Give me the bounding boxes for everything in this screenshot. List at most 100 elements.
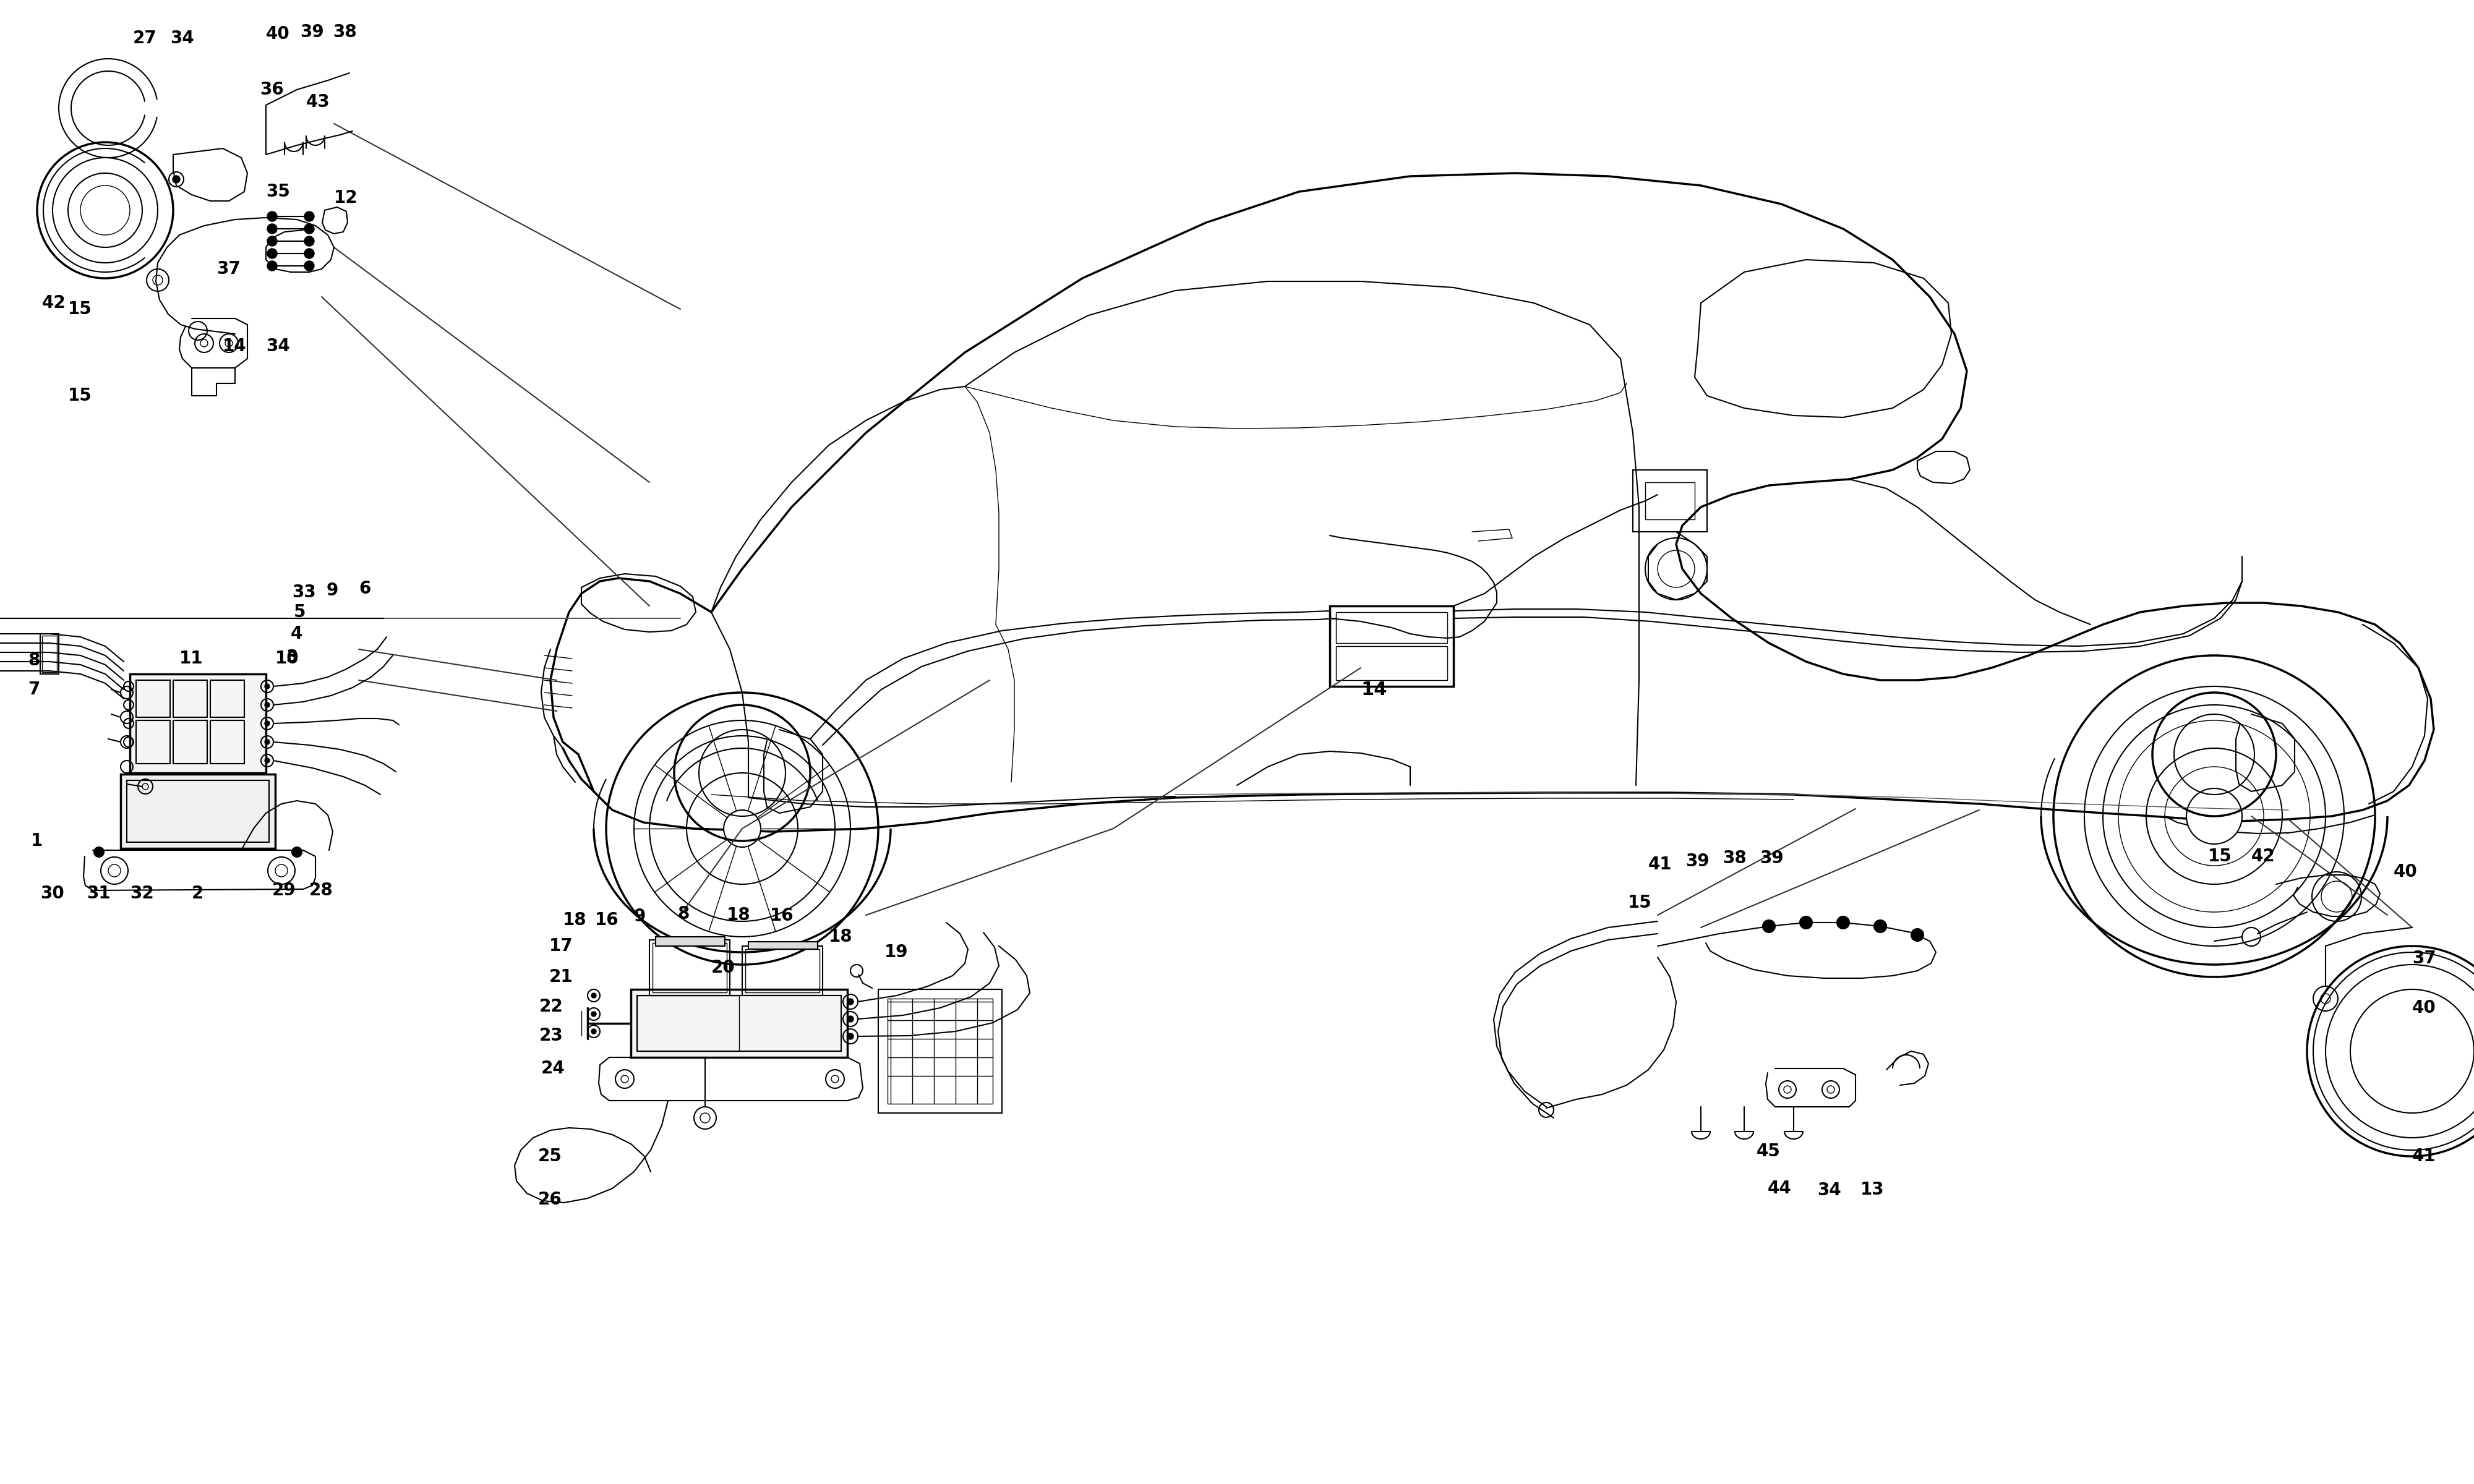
Circle shape — [265, 758, 270, 763]
Bar — [1336, 611, 1447, 643]
Text: 15: 15 — [69, 387, 92, 404]
Circle shape — [267, 211, 277, 221]
Text: 30: 30 — [40, 884, 64, 902]
Text: 43: 43 — [307, 93, 329, 111]
Text: 34: 34 — [1816, 1181, 1841, 1199]
Bar — [40, 634, 59, 674]
Circle shape — [722, 810, 762, 847]
Bar — [129, 674, 267, 773]
Text: 11: 11 — [178, 650, 203, 668]
Bar — [638, 996, 841, 1051]
Text: 39: 39 — [1759, 849, 1784, 867]
Circle shape — [292, 847, 302, 856]
Bar — [42, 635, 57, 672]
Text: 34: 34 — [267, 337, 289, 355]
Text: 34: 34 — [171, 30, 193, 47]
Bar — [653, 942, 727, 993]
Circle shape — [267, 261, 277, 270]
Text: 5: 5 — [294, 604, 307, 620]
Text: 18: 18 — [564, 911, 586, 929]
Text: 9: 9 — [327, 582, 339, 600]
Text: 40: 40 — [2395, 864, 2417, 880]
Text: 29: 29 — [272, 881, 297, 899]
Text: 26: 26 — [539, 1190, 562, 1208]
Text: 15: 15 — [1628, 893, 1653, 911]
Text: 44: 44 — [1766, 1180, 1791, 1198]
Text: 22: 22 — [539, 997, 564, 1015]
Text: 42: 42 — [2251, 847, 2276, 865]
Text: 37: 37 — [218, 260, 240, 278]
Bar — [173, 720, 208, 764]
Circle shape — [1910, 929, 1925, 941]
Bar — [878, 990, 1002, 1113]
Text: 18: 18 — [829, 927, 854, 945]
Text: 9: 9 — [633, 908, 646, 925]
Bar — [648, 939, 730, 996]
Bar — [136, 680, 171, 717]
Text: 23: 23 — [539, 1027, 564, 1045]
Text: 12: 12 — [334, 188, 359, 206]
Text: 39: 39 — [299, 24, 324, 40]
Text: 41: 41 — [1648, 856, 1672, 873]
Text: 3: 3 — [287, 649, 297, 666]
Circle shape — [591, 993, 596, 997]
Circle shape — [265, 739, 270, 745]
Circle shape — [846, 1017, 854, 1022]
Text: 45: 45 — [1757, 1143, 1781, 1160]
Text: 38: 38 — [332, 24, 356, 40]
Circle shape — [304, 211, 314, 221]
Text: 1: 1 — [30, 833, 42, 849]
Text: 14: 14 — [1361, 681, 1388, 699]
Circle shape — [304, 236, 314, 246]
Circle shape — [591, 1028, 596, 1034]
Text: 10: 10 — [275, 650, 299, 668]
Circle shape — [2187, 788, 2241, 844]
Text: 2: 2 — [193, 884, 203, 902]
Bar — [656, 936, 725, 947]
Bar — [210, 720, 245, 764]
Circle shape — [304, 248, 314, 258]
Circle shape — [267, 248, 277, 258]
Circle shape — [304, 224, 314, 233]
Text: 19: 19 — [886, 944, 908, 962]
Bar — [638, 996, 740, 1051]
Text: 14: 14 — [223, 337, 247, 355]
Text: 31: 31 — [87, 884, 111, 902]
Bar — [631, 990, 846, 1057]
Text: 37: 37 — [2412, 950, 2437, 968]
Text: 41: 41 — [2412, 1147, 2437, 1165]
Circle shape — [267, 224, 277, 233]
Circle shape — [846, 1033, 854, 1039]
Circle shape — [94, 847, 104, 856]
Text: 13: 13 — [1860, 1181, 1885, 1199]
Text: 27: 27 — [134, 30, 156, 47]
Text: 32: 32 — [129, 884, 153, 902]
Bar — [1633, 470, 1707, 531]
Circle shape — [304, 261, 314, 270]
Bar — [1336, 646, 1447, 680]
Bar — [742, 947, 821, 996]
Circle shape — [591, 1012, 596, 1017]
Circle shape — [846, 999, 854, 1005]
Bar — [747, 942, 816, 950]
Bar — [121, 775, 275, 849]
Bar — [126, 781, 270, 841]
Text: 20: 20 — [713, 959, 735, 976]
Circle shape — [265, 721, 270, 726]
Text: 4: 4 — [292, 625, 302, 643]
Text: 7: 7 — [27, 681, 40, 697]
Circle shape — [265, 702, 270, 708]
Bar — [745, 950, 819, 993]
Text: 38: 38 — [1722, 849, 1747, 867]
Text: 28: 28 — [309, 881, 334, 899]
Circle shape — [173, 175, 181, 183]
Text: 25: 25 — [539, 1147, 562, 1165]
Text: 16: 16 — [769, 907, 794, 925]
Circle shape — [267, 236, 277, 246]
Text: 15: 15 — [69, 300, 92, 318]
Text: 16: 16 — [594, 911, 618, 929]
Bar — [136, 720, 171, 764]
Text: 24: 24 — [542, 1060, 564, 1077]
Bar — [173, 680, 208, 717]
Text: 35: 35 — [267, 183, 289, 200]
